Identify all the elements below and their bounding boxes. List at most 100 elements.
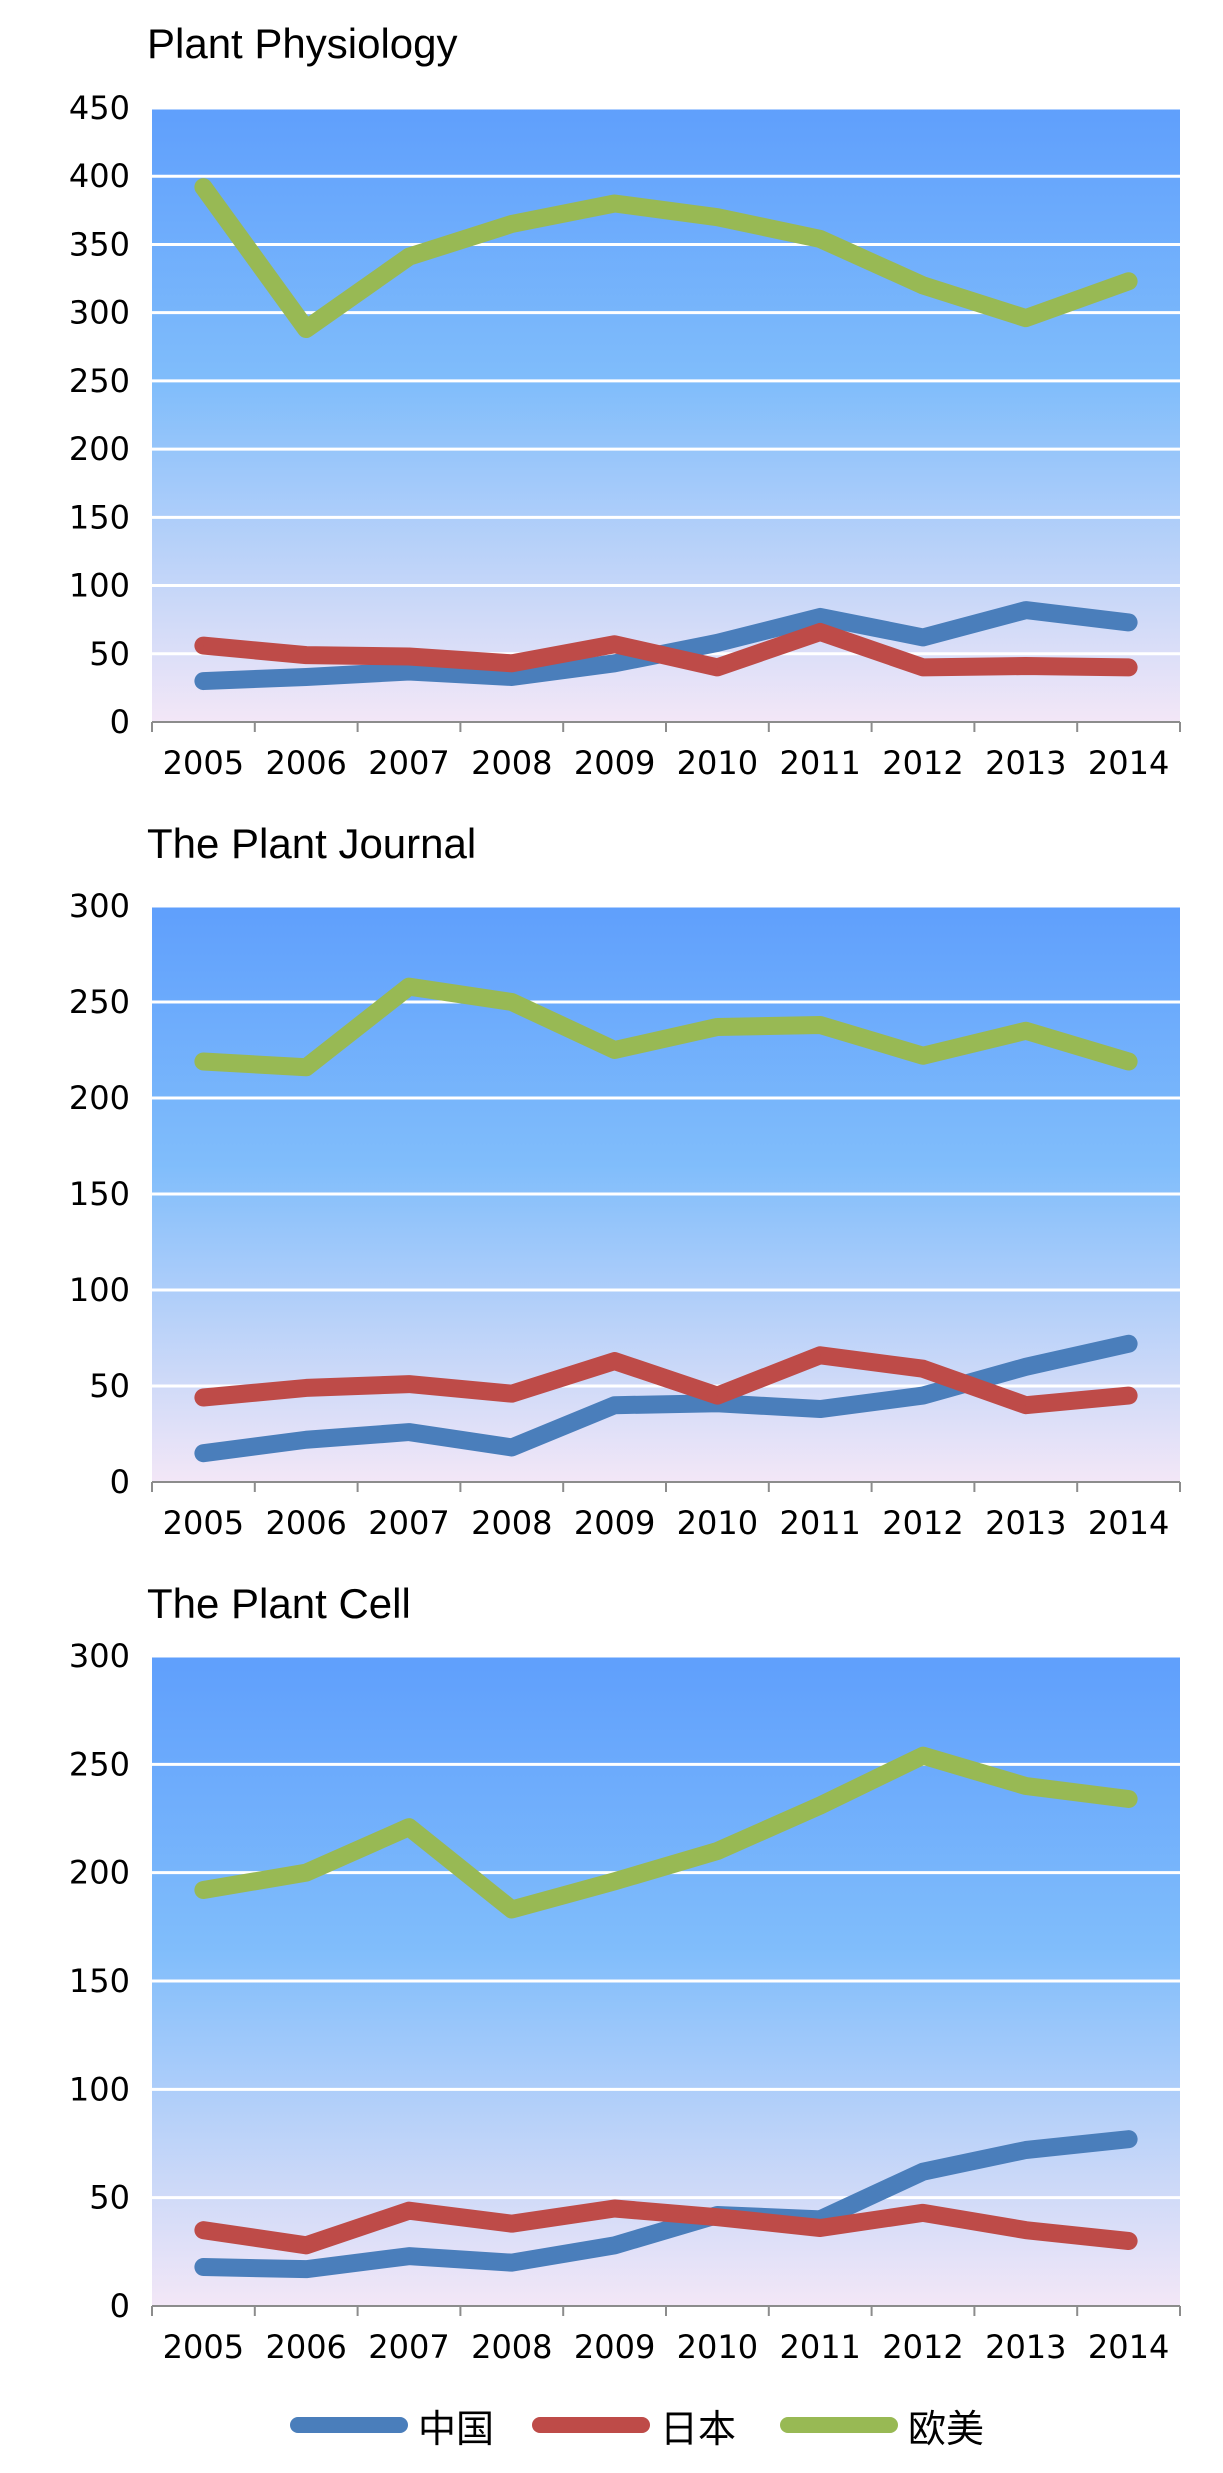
data-point-euro-us: [305, 328, 307, 330]
data-point-japan: [819, 1354, 821, 1356]
data-point-japan: [922, 2212, 924, 2214]
legend-item-china: 中国: [290, 2390, 494, 2460]
x-tick-label: 2011: [779, 2328, 860, 2366]
x-tick-label: 2007: [368, 2328, 449, 2366]
x-tick-label: 2009: [574, 2328, 655, 2366]
data-point-euro-us: [202, 1061, 204, 1063]
data-point-japan: [922, 666, 924, 668]
data-point-china: [614, 662, 616, 664]
series-line-euro-us: [194, 1746, 1138, 1919]
series-line-euro-us: [194, 977, 1138, 1077]
x-tick-label: 2008: [471, 2328, 552, 2366]
y-tick-label: 400: [69, 157, 130, 195]
data-point-euro-us: [614, 203, 616, 205]
data-point-euro-us: [305, 1872, 307, 1874]
data-point-japan: [819, 631, 821, 633]
data-point-euro-us: [922, 284, 924, 286]
data-point-euro-us: [819, 238, 821, 240]
data-point-euro-us: [922, 1055, 924, 1057]
data-point-japan: [1025, 1404, 1027, 1406]
data-point-euro-us: [305, 1066, 307, 1068]
plant-cell-chart: 0 50 100 150 200 250 300 2005 2006 2007 2008 2009 20…: [69, 1637, 1181, 2366]
x-tick-label: 2014: [1088, 2328, 1169, 2366]
data-point-euro-us: [408, 1826, 410, 1828]
legend-swatch: [780, 2417, 898, 2433]
chart-panel-plant-physiology: Plant Physiology 0 50 100 150 200 250 300 350 40…: [0, 0, 1223, 800]
series-line-japan: [194, 622, 1138, 677]
y-tick-label: 150: [69, 498, 130, 536]
x-tick-label: 2011: [779, 1504, 860, 1542]
data-point-japan: [202, 2229, 204, 2231]
chart-title: Plant Physiology: [147, 20, 458, 67]
data-point-china: [305, 1439, 307, 1441]
y-tick-label: 250: [69, 362, 130, 400]
legend-swatch: [290, 2417, 408, 2433]
data-point-japan: [614, 1360, 616, 1362]
data-point-china: [408, 671, 410, 673]
data-point-china: [1128, 2138, 1130, 2140]
data-point-china: [511, 676, 513, 678]
data-point-euro-us: [511, 1909, 513, 1910]
x-tick-label: 2006: [265, 1504, 346, 1542]
data-point-china: [1025, 609, 1027, 611]
data-point-japan: [408, 656, 410, 658]
data-point-euro-us: [1025, 1785, 1027, 1787]
data-point-china: [922, 1395, 924, 1397]
y-tick-label: 300: [69, 887, 130, 925]
data-point-china: [408, 2255, 410, 2257]
data-point-japan: [716, 666, 718, 668]
series-line-japan: [194, 2199, 1138, 2255]
y-tick-label: 50: [89, 2179, 130, 2217]
data-point-euro-us: [922, 1755, 924, 1757]
y-tick-label: 50: [89, 1367, 130, 1405]
data-point-japan: [716, 1395, 718, 1397]
data-point-china: [614, 2244, 616, 2246]
y-tick-label: 250: [69, 983, 130, 1021]
data-point-japan: [202, 645, 204, 647]
data-point-japan: [408, 2210, 410, 2212]
x-tick-label: 2013: [985, 744, 1066, 782]
y-tick-label: 100: [69, 1271, 130, 1309]
data-point-china: [1025, 1366, 1027, 1368]
x-tick-label: 2006: [265, 2328, 346, 2366]
y-tick-label: 200: [69, 430, 130, 468]
data-point-japan: [202, 1397, 204, 1399]
data-point-euro-us: [1025, 317, 1027, 319]
y-tick-label: 100: [69, 2070, 130, 2108]
data-point-china: [511, 2262, 513, 2264]
data-point-japan: [922, 1368, 924, 1370]
data-point-japan: [819, 2227, 821, 2229]
data-point-china: [202, 680, 204, 682]
data-point-china: [1128, 1343, 1130, 1345]
data-point-japan: [1128, 2240, 1130, 2242]
y-tick-label: 0: [110, 2287, 130, 2325]
legend-item-euro-us: 欧美: [780, 2390, 984, 2460]
chart-title: The Plant Cell: [147, 1580, 411, 1627]
x-tick-label: 2007: [368, 744, 449, 782]
y-tick-label: 300: [69, 294, 130, 332]
legend-label: 日本: [660, 2406, 737, 2451]
data-point-euro-us: [202, 186, 204, 188]
data-point-china: [819, 616, 821, 618]
data-point-japan: [1128, 666, 1130, 668]
legend-swatch: [532, 2417, 650, 2433]
data-point-euro-us: [1128, 1061, 1130, 1063]
data-point-euro-us: [716, 216, 718, 218]
data-point-euro-us: [1025, 1030, 1027, 1032]
legend-label: 欧美: [908, 2406, 985, 2451]
data-point-euro-us: [819, 1805, 821, 1806]
data-point-japan: [408, 1383, 410, 1385]
legend: 中国 日本 欧美: [0, 2390, 1223, 2460]
data-point-japan: [614, 2208, 616, 2209]
data-point-japan: [1025, 2229, 1027, 2231]
plant-journal-chart: 0 50 100 150 200 250 300 2005 2006 2007 2008 2009 20…: [69, 887, 1181, 1542]
data-point-china: [922, 636, 924, 638]
x-tick-label: 2014: [1088, 1504, 1169, 1542]
data-point-japan: [305, 1387, 307, 1389]
data-point-china: [1128, 621, 1130, 623]
x-tick-label: 2005: [163, 744, 244, 782]
legend-label: 中国: [418, 2406, 495, 2451]
data-point-china: [716, 642, 718, 644]
x-tick-label: 2012: [882, 2328, 963, 2366]
data-point-euro-us: [511, 1001, 513, 1003]
